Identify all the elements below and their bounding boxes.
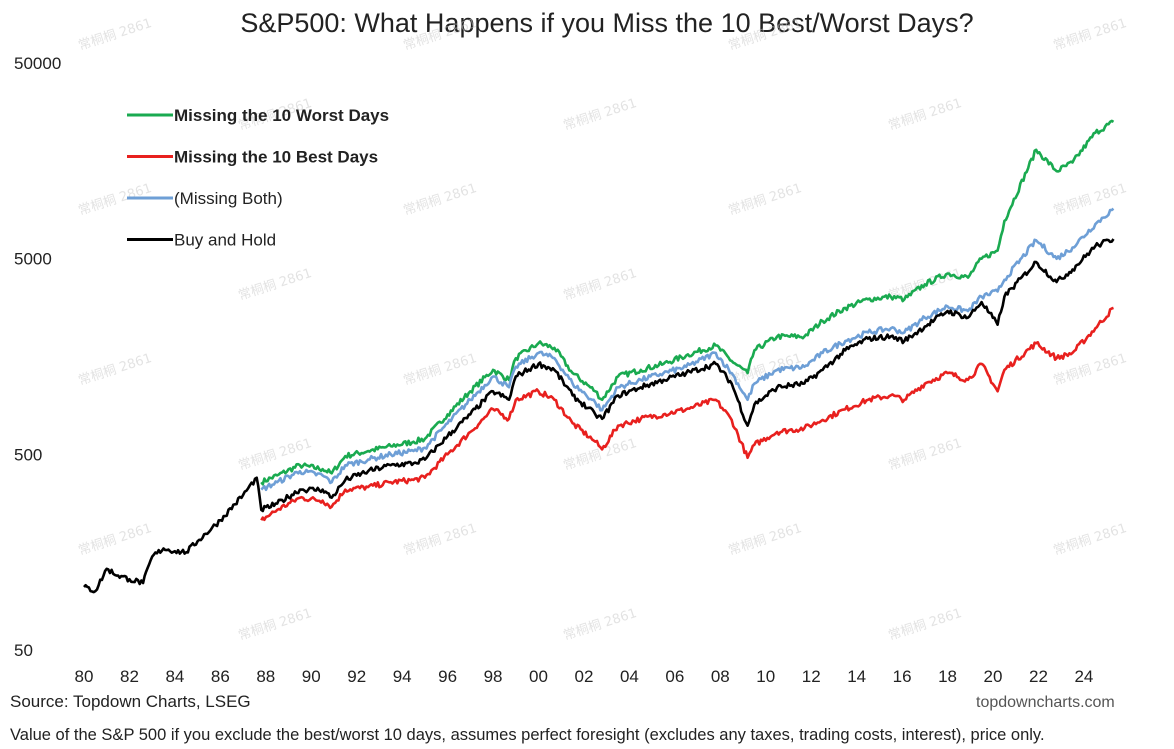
x-tick-label: 16: [893, 667, 912, 686]
chart-title: S&P500: What Happens if you Miss the 10 …: [240, 8, 974, 38]
x-tick-label: 82: [120, 667, 139, 686]
x-tick-label: 14: [847, 667, 866, 686]
y-axis: 50 500 5000 50000: [14, 54, 61, 660]
y-tick-label: 5000: [14, 250, 52, 269]
x-tick-label: 12: [802, 667, 821, 686]
watermark-text: 常桐桐 2861: [77, 521, 154, 559]
x-tick-label: 18: [938, 667, 957, 686]
x-tick-label: 20: [984, 667, 1003, 686]
watermark-text: 常桐桐 2861: [1052, 16, 1129, 54]
watermark-text: 常桐桐 2861: [562, 266, 639, 304]
x-tick-label: 92: [347, 667, 366, 686]
watermark-text: 常桐桐 2861: [402, 351, 479, 389]
x-tick-label: 06: [665, 667, 684, 686]
legend-label-buy-and-hold: Buy and Hold: [174, 231, 276, 250]
watermark-text: 常桐桐 2861: [237, 266, 314, 304]
watermark-text: 常桐桐 2861: [727, 16, 804, 54]
x-tick-label: 90: [302, 667, 321, 686]
x-tick-label: 88: [256, 667, 275, 686]
y-tick-label: 50: [14, 641, 33, 660]
y-tick-label: 50000: [14, 54, 61, 73]
footnote: Value of the S&P 500 if you exclude the …: [10, 726, 1045, 744]
watermark-text: 常桐桐 2861: [1052, 521, 1129, 559]
watermark-text: 常桐桐 2861: [77, 16, 154, 54]
series-line-buy-and-hold: [83, 238, 1115, 594]
series-line-missing-the-10-best-days: [260, 306, 1114, 522]
watermark-text: 常桐桐 2861: [887, 96, 964, 134]
legend: Missing the 10 Worst Days Missing the 10 …: [127, 106, 389, 250]
x-tick-label: 98: [484, 667, 503, 686]
x-tick-label: 96: [438, 667, 457, 686]
series-line-missing-the-10-worst-days: [260, 119, 1115, 486]
watermark-text: 常桐桐 2861: [727, 521, 804, 559]
x-tick-label: 86: [211, 667, 230, 686]
watermark-text: 常桐桐 2861: [562, 606, 639, 644]
watermark-text: 常桐桐 2861: [237, 606, 314, 644]
watermark-text: 常桐桐 2861: [402, 16, 479, 54]
watermark-text: 常桐桐 2861: [887, 606, 964, 644]
source-note: Source: Topdown Charts, LSEG: [10, 692, 251, 711]
x-tick-label: 94: [393, 667, 412, 686]
watermark-text: 常桐桐 2861: [562, 436, 639, 474]
legend-label-missing-both: (Missing Both): [174, 189, 283, 208]
watermark-text: 常桐桐 2861: [77, 351, 154, 389]
x-tick-label: 84: [165, 667, 184, 686]
x-tick-label: 80: [75, 667, 94, 686]
watermark-text: 常桐桐 2861: [1052, 181, 1129, 219]
series-lines: [83, 119, 1115, 594]
site-credit: topdowncharts.com: [976, 694, 1115, 711]
watermark-text: 常桐桐 2861: [562, 96, 639, 134]
watermark-text: 常桐桐 2861: [77, 181, 154, 219]
x-tick-label: 02: [574, 667, 593, 686]
legend-label-missing-the-10-best-days: Missing the 10 Best Days: [174, 148, 378, 167]
x-tick-label: 10: [756, 667, 775, 686]
legend-label-missing-the-10-worst-days: Missing the 10 Worst Days: [174, 106, 389, 125]
x-tick-label: 24: [1074, 667, 1093, 686]
watermark-text: 常桐桐 2861: [402, 521, 479, 559]
watermark-text: 常桐桐 2861: [727, 181, 804, 219]
x-tick-label: 04: [620, 667, 639, 686]
series-line-missing-both: [260, 207, 1115, 492]
y-tick-label: 500: [14, 445, 42, 464]
x-tick-label: 00: [529, 667, 548, 686]
watermark-text: 常桐桐 2861: [887, 436, 964, 474]
x-tick-label: 22: [1029, 667, 1048, 686]
x-tick-label: 08: [711, 667, 730, 686]
watermark-text: 常桐桐 2861: [402, 181, 479, 219]
x-axis: 80 82 84 86 88 90 92 94 96 98 00 02 04 06 08 10 12 14 16 18…: [75, 667, 1094, 686]
